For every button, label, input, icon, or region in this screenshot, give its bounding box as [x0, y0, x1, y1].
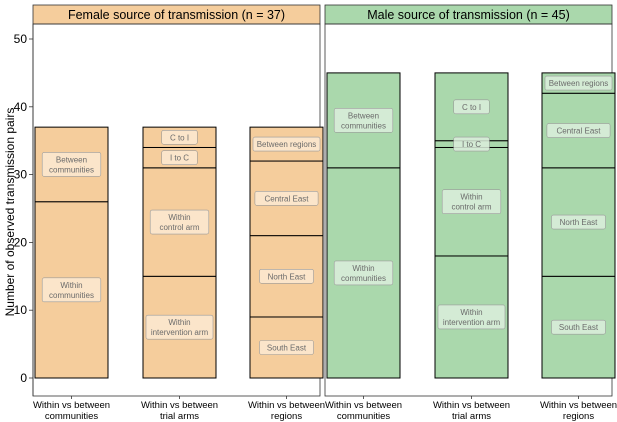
bar-female-1: Within communities Between communities	[34, 126, 109, 379]
segment-label: Between regions	[544, 75, 613, 91]
segment-label: I to C	[453, 136, 490, 152]
segment-label-text: North East	[560, 218, 599, 227]
bar-female-2: Within intervention arm Within control arm I…	[142, 126, 217, 379]
y-axis-label: Number of observed transmission pairs	[3, 108, 17, 317]
segment-label: Between communities	[41, 152, 102, 177]
segment-label-text: South East	[267, 343, 307, 352]
bar-male-3: South East North East Central East Between …	[541, 72, 616, 379]
x-tick-label: Within vs between communities	[325, 400, 402, 422]
segment-label-text: Between regions	[257, 140, 317, 149]
x-tick-label: Within vs between trial arms	[433, 400, 510, 422]
segment-label: I to C	[161, 150, 198, 165]
segment-label-text: Between regions	[549, 79, 609, 88]
segment-label: South East	[551, 319, 606, 335]
segment-label: Central East	[254, 191, 319, 206]
x-tick-label: Within vs between regions	[248, 400, 325, 422]
segment-label: Between communities	[333, 108, 394, 133]
segment-label-text: Within control arm	[159, 213, 199, 232]
segment-label-text: I to C	[170, 154, 189, 163]
segment-label-text: Within intervention arm	[151, 318, 209, 337]
segment-label: Within intervention arm	[145, 314, 214, 340]
y-tick-label: 50	[14, 32, 28, 46]
segment-label: Central East	[546, 123, 611, 138]
y-tick-label: 0	[20, 371, 27, 385]
panel-title: Male source of transmission (n = 45)	[367, 8, 570, 22]
segment-label-text: Central East	[264, 194, 309, 203]
segment-label: Within control arm	[149, 209, 210, 235]
segment-label-text: Between communities	[341, 111, 386, 130]
segment-label-text: Between communities	[49, 155, 94, 174]
y-tick-label: 30	[14, 168, 28, 182]
segment-label-text: Within communities	[49, 281, 94, 300]
segment-label: Within communities	[41, 277, 102, 303]
panel-male: Male source of transmission (n = 45) With…	[324, 4, 617, 422]
x-tick-label: Within vs between communities	[33, 400, 110, 422]
segment-label-text: Within control arm	[451, 193, 491, 212]
y-tick-label: 10	[14, 303, 28, 317]
segment-label: North East	[551, 214, 606, 230]
bar-female-3: South East North East Central East Between …	[249, 126, 324, 379]
segment-label: South East	[259, 340, 314, 355]
panel-title: Female source of transmission (n = 37)	[68, 8, 285, 22]
segment-label: North East	[259, 268, 314, 284]
segment-label: Within control arm	[441, 189, 502, 215]
y-tick-label: 40	[14, 100, 28, 114]
segment-label-text: North East	[268, 272, 307, 281]
segment-label-text: Within intervention arm	[443, 308, 501, 327]
panel-female: Female source of transmission (n = 37) Wi…	[32, 4, 325, 422]
x-tick-label: Within vs between trial arms	[141, 400, 218, 422]
segment-label-text: C to I	[170, 133, 189, 142]
bar-male-2: Within intervention arm Within control arm I…	[434, 72, 509, 379]
segment-label: Within intervention arm	[437, 304, 506, 330]
segment-label-text: Within communities	[341, 264, 386, 283]
segment-label-text: Central East	[556, 127, 601, 136]
segment-label: Between regions	[252, 136, 321, 152]
x-tick-label: Within vs between regions	[540, 400, 617, 422]
segment-label-text: I to C	[462, 140, 481, 149]
y-axis: 0 10 20 30 40 50	[14, 24, 34, 396]
segment-label-text: C to I	[462, 103, 481, 112]
facet-panels: Female source of transmission (n = 37) Wi…	[32, 4, 617, 422]
bar-male-1: Within communities Between communities	[326, 72, 401, 379]
segment-label: Within communities	[333, 260, 394, 286]
segment-label: C to I	[453, 99, 490, 115]
segment-label: C to I	[161, 130, 198, 145]
segment-label-text: South East	[559, 323, 599, 332]
y-tick-label: 20	[14, 235, 28, 249]
